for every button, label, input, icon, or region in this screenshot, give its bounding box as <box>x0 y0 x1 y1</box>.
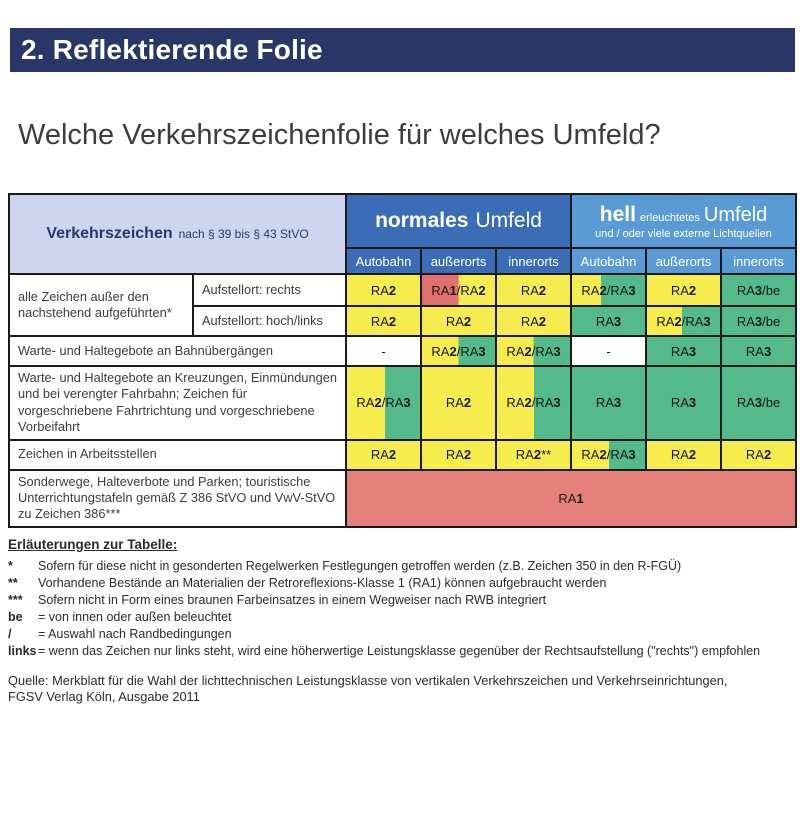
group-header-hell-umfeld: hell erleuchtetes Umfeld und / oder viele … <box>570 193 798 249</box>
note-marker: *** <box>8 592 23 607</box>
sub-header-row: Autobahn außerorts innerorts Autobahn au… <box>9 247 798 275</box>
value-cell: RA2/RA3 <box>420 335 498 367</box>
value-cell: RA1/RA2 <box>420 273 498 307</box>
note-item: be = von innen oder außen beleuchtet <box>8 609 792 626</box>
value-cell: RA2/RA3 <box>570 438 648 471</box>
value-cell: RA3 <box>645 365 723 441</box>
row-label: alle Zeichen außer den nachstehend aufge… <box>8 273 194 337</box>
col-header-autobahn-normal: Autobahn <box>345 247 423 275</box>
group-normal-bold: normales <box>375 209 469 232</box>
value-cell: RA2 <box>420 438 498 471</box>
group-header-row: Verkehrszeichen nach § 39 bis § 43 StVO n… <box>7 193 798 275</box>
value-cell: RA2 <box>720 438 798 471</box>
foil-selection-table: Verkehrszeichen nach § 39 bis § 43 StVO n… <box>7 193 798 528</box>
col-header-ausserorts-normal: außerorts <box>420 247 498 275</box>
group-normal-rest: Umfeld <box>475 209 542 232</box>
row-label: Sonderwege, Halteverbote und Parken; tou… <box>7 468 348 528</box>
col-header-autobahn-hell: Autobahn <box>570 247 648 275</box>
value-cell: RA3 <box>570 365 648 441</box>
value-cell: - <box>570 335 648 367</box>
note-marker: ** <box>8 575 18 590</box>
corner-header: Verkehrszeichen nach § 39 bis § 43 StVO <box>7 193 348 275</box>
source-line-1: Quelle: Merkblatt für die Wahl der licht… <box>8 672 728 688</box>
value-cell: RA3/be <box>720 305 798 337</box>
corner-header-sub: nach § 39 bis § 43 StVO <box>178 227 309 241</box>
value-cell: RA2 <box>420 365 498 441</box>
value-cell: RA3 <box>645 335 723 367</box>
note-text: Sofern nicht in Form eines braunen Farbe… <box>38 592 547 607</box>
value-cell-span: RA1 <box>345 468 798 528</box>
note-text: = von innen oder außen beleuchtet <box>38 609 232 624</box>
page-title: 2. Reflektierende Folie <box>21 34 323 65</box>
table-row: Sonderwege, Halteverbote und Parken; tou… <box>7 468 798 528</box>
question-heading: Welche Verkehrszeichenfolie für welches … <box>18 119 661 151</box>
value-cell: RA3/be <box>720 365 798 441</box>
notes-heading: Erläuterungen zur Tabelle: <box>8 536 178 552</box>
note-text: Sofern für diese nicht in gesonderten Re… <box>38 558 682 573</box>
value-cell: RA2/RA3 <box>495 365 573 441</box>
source-reference: Quelle: Merkblatt für die Wahl der licht… <box>8 673 792 705</box>
table-row: Warte- und Haltegebote an Bahnübergängen… <box>7 335 798 367</box>
group-hell-small: erleuchtetes <box>639 211 700 224</box>
group-hell-line2: und / oder viele externe Lichtquellen <box>595 227 772 240</box>
value-cell: RA2/RA3 <box>495 335 573 367</box>
value-cell: - <box>345 335 423 367</box>
value-cell: RA2/RA3 <box>345 365 423 441</box>
row-sublabel: Aufstellort: rechts <box>191 273 348 307</box>
group-hell-bold: hell <box>599 202 636 226</box>
value-cell: RA2 <box>345 273 423 307</box>
value-cell: RA2 <box>345 305 423 337</box>
note-marker: / <box>8 626 12 641</box>
group-hell-big: Umfeld <box>703 203 768 226</box>
col-header-ausserorts-hell: außerorts <box>645 247 723 275</box>
note-item: * Sofern für diese nicht in gesonderten … <box>8 558 792 575</box>
value-cell: RA3 <box>570 305 648 337</box>
value-cell: RA2 <box>420 305 498 337</box>
col-header-innerorts-normal: innerorts <box>495 247 573 275</box>
table-row: alle Zeichen außer den nachstehend aufge… <box>8 273 798 337</box>
value-cell: RA3/be <box>720 273 798 307</box>
value-cell: RA2 <box>495 273 573 307</box>
note-marker: links <box>8 643 37 658</box>
row-label: Warte- und Haltegebote an Bahnübergängen <box>7 335 348 367</box>
value-cell: RA2 <box>645 438 723 471</box>
value-cell: RA3 <box>720 335 798 367</box>
table-notes: Erläuterungen zur Tabelle: * Sofern für … <box>8 537 792 705</box>
row-label: Warte- und Haltegebote an Kreuzungen, Ei… <box>7 365 348 441</box>
note-text: Vorhandene Bestände an Materialien der R… <box>38 575 607 590</box>
note-item: links = wenn das Zeichen nur links steht… <box>8 643 792 660</box>
corner-header-bold: Verkehrszeichen <box>46 225 173 242</box>
value-cell: RA2 <box>645 273 723 307</box>
value-cell: RA2 <box>345 438 423 471</box>
note-marker: * <box>8 558 13 573</box>
value-cell: RA2/RA3 <box>570 273 648 307</box>
note-item: *** Sofern nicht in Form eines braunen F… <box>8 592 792 609</box>
note-item: / = Auswahl nach Randbedingungen <box>8 626 792 643</box>
group-hell-line1: hell erleuchtetes Umfeld <box>573 203 794 227</box>
row-sublabel: Aufstellort: hoch/links <box>191 305 348 337</box>
value-cell: RA2/RA3 <box>645 305 723 337</box>
table-row: Warte- und Haltegebote an Kreuzungen, Ei… <box>7 365 798 441</box>
value-cell: RA2** <box>495 438 573 471</box>
note-marker: be <box>8 609 23 624</box>
title-bar: 2. Reflektierende Folie <box>10 28 795 72</box>
row-label: Zeichen in Arbeitsstellen <box>7 438 348 471</box>
value-cell: RA2 <box>495 305 573 337</box>
note-item: ** Vorhandene Bestände an Materialien de… <box>8 575 792 592</box>
note-text: = Auswahl nach Randbedingungen <box>38 626 232 641</box>
source-line-2: FGSV Verlag Köln, Ausgabe 2011 <box>8 688 200 704</box>
table-row: Aufstellort: hoch/links RA2 RA2 RA2 RA3 … <box>9 305 798 337</box>
col-header-innerorts-hell: innerorts <box>720 247 798 275</box>
note-text: = wenn das Zeichen nur links steht, wird… <box>38 643 761 658</box>
table-row: Zeichen in Arbeitsstellen RA2 RA2 RA2** … <box>7 438 798 471</box>
group-header-normales-umfeld: normales Umfeld <box>345 193 573 249</box>
